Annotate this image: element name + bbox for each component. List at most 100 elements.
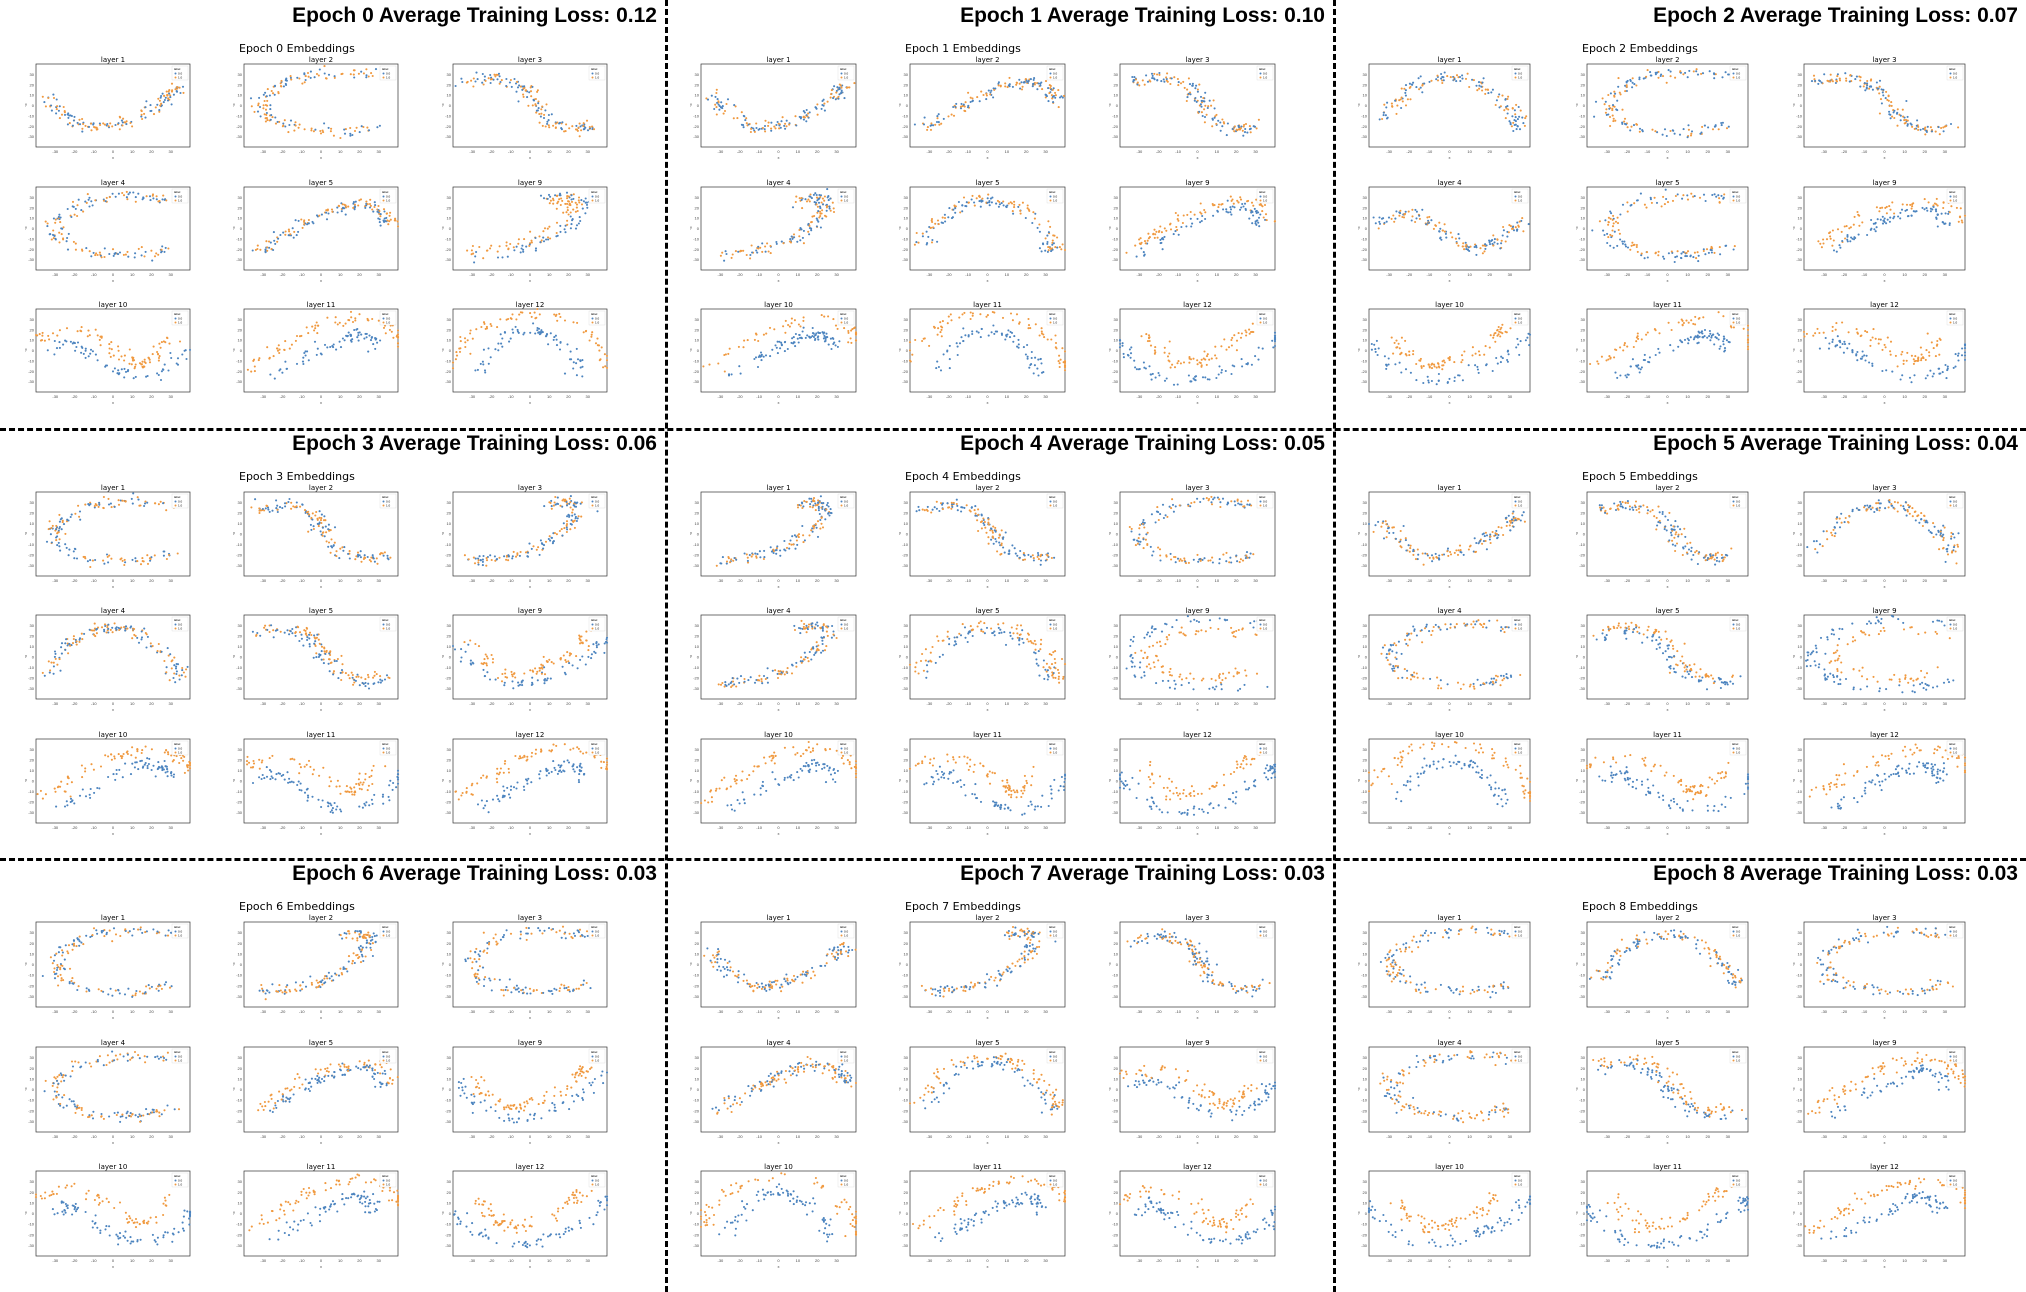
point-class-1 bbox=[1858, 224, 1861, 227]
layer-subplot: layer 4 -30 -20 -10 0 10 20 30 -30 -20 -10 0 10 20 30 x… bbox=[1355, 177, 1538, 284]
x-tick-label: 20 bbox=[815, 394, 820, 399]
x-tick-label: -20 bbox=[737, 394, 744, 399]
point-class-0 bbox=[776, 340, 779, 343]
point-class-0 bbox=[1194, 96, 1197, 100]
point-class-1 bbox=[566, 206, 569, 209]
point-class-1 bbox=[538, 313, 541, 316]
point-class-0 bbox=[1810, 80, 1814, 83]
point-class-1 bbox=[1446, 75, 1449, 78]
point-class-0 bbox=[721, 105, 724, 108]
point-class-1 bbox=[1682, 73, 1685, 76]
point-class-0 bbox=[1435, 383, 1438, 386]
point-class-0 bbox=[546, 122, 549, 125]
x-tick-label: 20 bbox=[1488, 394, 1493, 399]
point-class-0 bbox=[379, 339, 382, 342]
point-class-1 bbox=[1177, 84, 1180, 87]
point-class-0 bbox=[555, 344, 559, 347]
point-class-1 bbox=[567, 195, 570, 198]
point-class-0 bbox=[1061, 96, 1064, 99]
point-class-0 bbox=[483, 369, 487, 372]
point-class-1 bbox=[484, 79, 487, 82]
point-class-0 bbox=[1899, 211, 1902, 214]
point-class-0 bbox=[1151, 372, 1154, 375]
point-class-0 bbox=[1219, 121, 1222, 124]
legend-title: label bbox=[1514, 190, 1521, 194]
y-tick-label: -30 bbox=[445, 257, 452, 262]
point-class-1 bbox=[54, 221, 57, 224]
point-class-0 bbox=[1709, 248, 1712, 251]
point-class-0 bbox=[1243, 202, 1247, 205]
point-class-0 bbox=[1170, 77, 1173, 80]
x-tick-label: 10 bbox=[796, 149, 801, 154]
legend-entry: 1.0 bbox=[595, 199, 600, 203]
point-class-1 bbox=[130, 363, 133, 366]
plot-frame bbox=[243, 186, 399, 271]
point-class-1 bbox=[1612, 120, 1615, 123]
point-class-0 bbox=[977, 331, 980, 334]
point-class-1 bbox=[1004, 85, 1007, 88]
legend-entry: 0.0 bbox=[178, 72, 183, 76]
x-tick-label: -30 bbox=[1136, 394, 1143, 399]
y-axis-label: y bbox=[1109, 347, 1111, 352]
point-class-1 bbox=[1622, 349, 1625, 352]
point-class-0 bbox=[66, 123, 69, 126]
point-class-0 bbox=[65, 240, 68, 243]
point-class-0 bbox=[1453, 376, 1456, 379]
point-class-1 bbox=[1818, 331, 1821, 335]
point-class-0 bbox=[354, 200, 357, 203]
point-class-0 bbox=[93, 506, 96, 509]
point-class-0 bbox=[1506, 235, 1509, 238]
point-class-0 bbox=[575, 124, 578, 127]
point-class-0 bbox=[1491, 369, 1494, 373]
point-class-0 bbox=[349, 334, 352, 337]
point-class-1 bbox=[93, 504, 96, 508]
point-class-0 bbox=[508, 81, 511, 84]
point-class-1 bbox=[1058, 362, 1061, 365]
point-class-1 bbox=[913, 243, 916, 246]
point-class-0 bbox=[1856, 350, 1859, 354]
point-class-0 bbox=[1710, 336, 1713, 339]
point-class-1 bbox=[389, 218, 392, 221]
point-class-1 bbox=[1200, 111, 1203, 114]
point-class-0 bbox=[1841, 239, 1844, 243]
point-class-1 bbox=[1879, 338, 1882, 341]
y-axis-label: y bbox=[1576, 347, 1578, 352]
y-axis-label: y bbox=[25, 530, 27, 535]
point-class-0 bbox=[1250, 363, 1253, 366]
point-class-1 bbox=[1746, 341, 1750, 344]
layer-subplot: layer 11 -30 -20 -10 0 10 20 30 -30 -20 -10 0 10 20 30… bbox=[230, 299, 406, 406]
point-class-1 bbox=[1464, 77, 1468, 80]
point-class-0 bbox=[1688, 69, 1691, 72]
y-tick-label: -20 bbox=[693, 124, 700, 129]
point-class-0 bbox=[955, 342, 958, 345]
point-class-0 bbox=[1865, 354, 1868, 357]
point-class-1 bbox=[566, 202, 569, 205]
point-class-0 bbox=[1514, 116, 1517, 119]
point-class-0 bbox=[1191, 84, 1194, 87]
point-class-1 bbox=[722, 112, 725, 115]
point-class-1 bbox=[1044, 80, 1048, 83]
point-class-0 bbox=[80, 351, 83, 354]
point-class-1 bbox=[1518, 220, 1521, 223]
point-class-0 bbox=[808, 111, 811, 114]
y-tick-label: -20 bbox=[693, 247, 700, 252]
point-class-1 bbox=[301, 226, 304, 229]
point-class-0 bbox=[1400, 371, 1403, 374]
point-class-0 bbox=[1476, 368, 1479, 371]
point-class-0 bbox=[1629, 365, 1632, 368]
point-class-0 bbox=[1418, 214, 1421, 217]
legend-title: label bbox=[174, 67, 181, 71]
point-class-0 bbox=[137, 192, 140, 195]
point-class-1 bbox=[382, 208, 386, 211]
point-class-0 bbox=[1722, 196, 1725, 199]
point-class-1 bbox=[534, 317, 537, 320]
point-class-1 bbox=[773, 125, 776, 128]
point-class-1 bbox=[967, 201, 970, 204]
point-class-0 bbox=[454, 84, 457, 88]
point-class-1 bbox=[1396, 346, 1399, 349]
loss-title: Epoch 0 Average Training Loss: 0.12 bbox=[292, 4, 657, 27]
point-class-1 bbox=[1027, 317, 1030, 321]
point-class-1 bbox=[305, 326, 308, 329]
point-class-1 bbox=[277, 90, 280, 94]
